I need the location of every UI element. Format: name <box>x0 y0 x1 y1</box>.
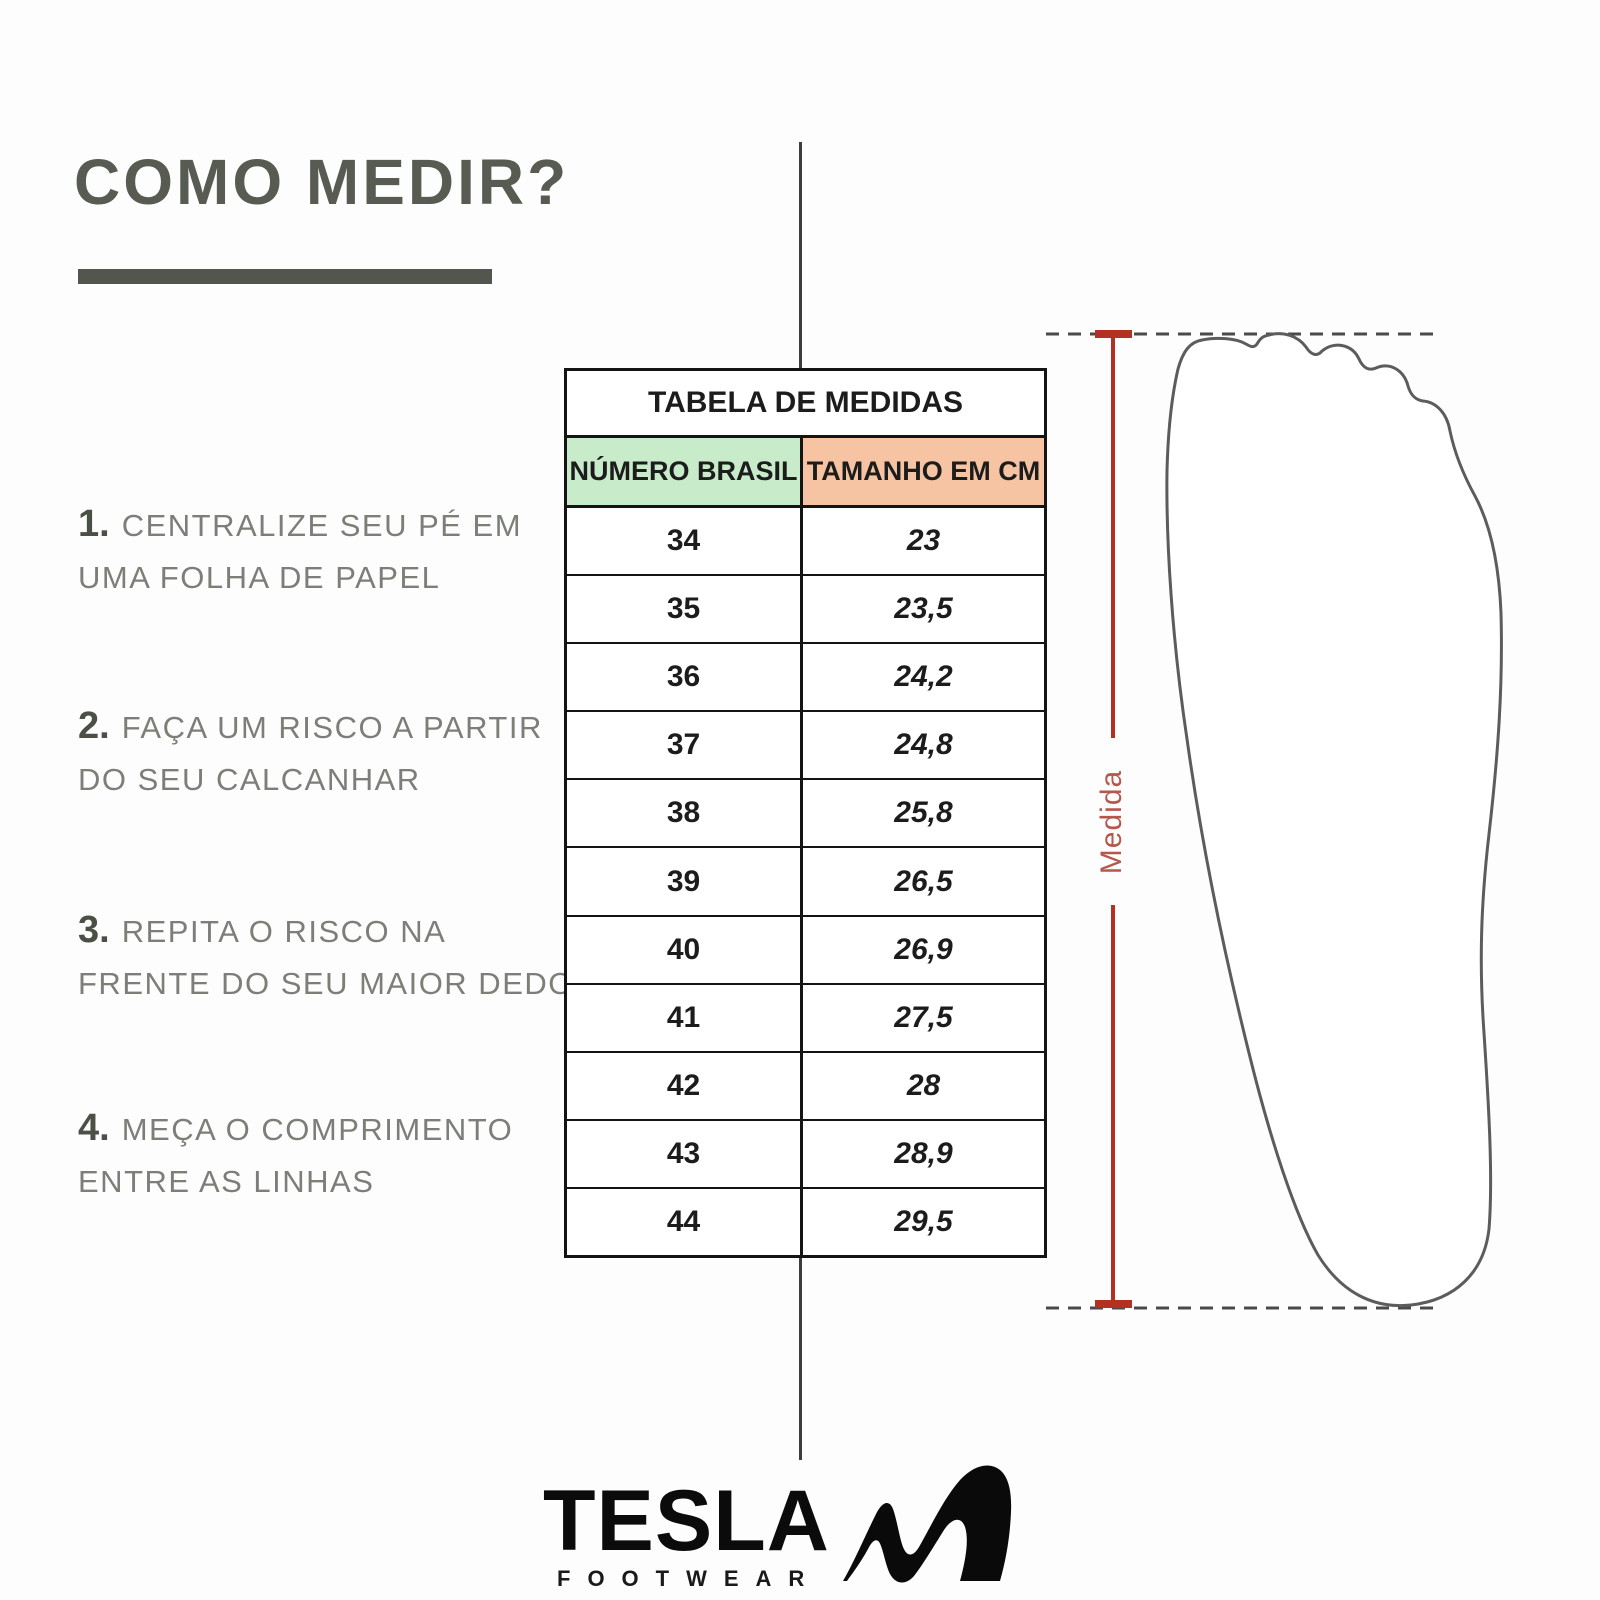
step-item-1: 1. CENTRALIZE SEU PÉ EM UMA FOLHA DE PAPE… <box>78 498 618 604</box>
cell-size-cm: 29,5 <box>894 1204 953 1238</box>
step-item-2: 2. FAÇA UM RISCO A PARTIR DO SEU CALCANHA… <box>78 700 618 806</box>
step-text: CENTRALIZE SEU PÉ EM <box>121 508 523 543</box>
cell-size-br: 43 <box>567 1120 803 1187</box>
column-header-numero-brasil: NÚMERO BRASIL <box>567 438 803 505</box>
step-number: 2. <box>78 705 110 747</box>
table-row: 36 24,2 <box>567 644 1044 713</box>
step-number: 3. <box>78 909 110 951</box>
cell-size-br: 39 <box>567 848 803 915</box>
table-row: 43 28,9 <box>567 1120 1044 1189</box>
step-text: ENTRE AS LINHAS <box>78 1164 375 1199</box>
measure-label: Medida <box>1095 770 1128 874</box>
table-row: 40 26,9 <box>567 916 1044 985</box>
step-line: 3. REPITA O RISCO NA <box>78 904 618 958</box>
cell-size-cm: 27,5 <box>894 1000 953 1034</box>
step-item-3: 3. REPITA O RISCO NA FRENTE DO SEU MAIOR … <box>78 904 618 1010</box>
table-row: 41 27,5 <box>567 984 1044 1053</box>
measure-line-cap-top <box>1095 330 1132 338</box>
brand-name: TESLA <box>543 1473 830 1569</box>
step-line: 2. FAÇA UM RISCO A PARTIR <box>78 700 618 754</box>
step-text: FAÇA UM RISCO A PARTIR <box>121 710 543 745</box>
step-item-4: 4. MEÇA O COMPRIMENTO ENTRE AS LINHAS <box>78 1102 618 1208</box>
step-text: FRENTE DO SEU MAIOR DEDO <box>78 966 574 1001</box>
cell-size-br: 38 <box>567 780 803 847</box>
step-text: REPITA O RISCO NA <box>121 914 447 949</box>
cell-size-br: 44 <box>567 1188 803 1256</box>
table-row: 34 23 <box>567 508 1044 577</box>
cell-size-cm: 26,9 <box>894 932 953 966</box>
swoosh-m-icon <box>843 1465 1012 1583</box>
cell-size-br: 41 <box>567 984 803 1051</box>
cell-size-br: 40 <box>567 916 803 983</box>
cell-size-cm: 28 <box>906 1068 941 1102</box>
cell-size-cm: 23 <box>906 524 941 558</box>
cell-size-br: 34 <box>567 508 803 575</box>
table-row: 44 29,5 <box>567 1188 1044 1256</box>
step-text: MEÇA O COMPRIMENTO <box>121 1112 514 1147</box>
table-title: TABELA DE MEDIDAS <box>567 371 1044 438</box>
step-text: DO SEU CALCANHAR <box>78 762 421 797</box>
step-number: 4. <box>78 1107 110 1149</box>
cell-size-cm: 24,2 <box>894 660 953 694</box>
size-table: TABELA DE MEDIDAS NÚMERO BRASIL TAMANHO … <box>564 368 1047 1258</box>
table-row: 38 25,8 <box>567 780 1044 849</box>
center-divider-line-top <box>799 142 802 368</box>
cell-size-cm: 25,8 <box>894 796 953 830</box>
cell-size-br: 37 <box>567 712 803 779</box>
center-divider-line-bottom <box>799 1258 802 1460</box>
cell-size-br: 42 <box>567 1052 803 1119</box>
table-row: 39 26,5 <box>567 848 1044 917</box>
column-header-tamanho-cm: TAMANHO EM CM <box>803 438 1044 505</box>
cell-size-cm: 24,8 <box>894 728 953 762</box>
cell-size-cm: 26,5 <box>894 864 953 898</box>
page-title: COMO MEDIR? <box>74 146 570 218</box>
table-header-row: NÚMERO BRASIL TAMANHO EM CM <box>567 438 1044 508</box>
foot-outline-icon <box>1165 332 1503 1308</box>
step-line: 1. CENTRALIZE SEU PÉ EM <box>78 498 618 552</box>
cell-size-cm: 23,5 <box>894 592 953 626</box>
table-row: 35 23,5 <box>567 576 1044 645</box>
measure-line-cap-bottom <box>1095 1300 1132 1308</box>
cell-size-cm: 28,9 <box>894 1136 953 1170</box>
cell-size-br: 35 <box>567 576 803 643</box>
brand-tagline: FOOTWEAR <box>557 1566 822 1591</box>
cell-size-br: 36 <box>567 644 803 711</box>
title-underline <box>78 269 492 284</box>
table-row: 37 24,8 <box>567 712 1044 781</box>
step-text: UMA FOLHA DE PAPEL <box>78 560 441 595</box>
step-number: 1. <box>78 503 110 545</box>
table-row: 42 28 <box>567 1052 1044 1121</box>
step-line: 4. MEÇA O COMPRIMENTO <box>78 1102 618 1156</box>
